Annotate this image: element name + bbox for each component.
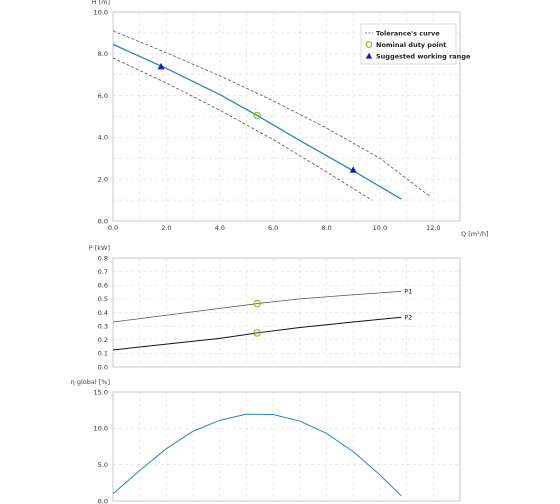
chart1-x-tick-label: 12.0: [426, 224, 440, 232]
chart1-y-tick-label: 10.0: [94, 8, 108, 16]
chart1-series-tolerance-2: [112, 57, 373, 201]
chart1-x-axis-label: Q [m³/h]: [461, 230, 489, 238]
chart3-plot-frame: [112, 391, 461, 502]
chart2-plot-frame: [112, 257, 461, 368]
chart2-y-tick-label: 0.2: [98, 336, 108, 344]
chart1-plot-frame: [112, 11, 461, 222]
chart1-y-tick-label: 8.0: [98, 50, 108, 58]
chart1-series-tolerance-1: [112, 30, 431, 198]
chart1-working-range-marker: [157, 62, 165, 70]
chart1-y-tick-label: 4.0: [98, 134, 108, 142]
chart2-series-p1-0: [112, 290, 402, 323]
chart2-y-tick-label: 0.5: [98, 295, 108, 303]
chart1-duty-point-marker: [253, 111, 261, 120]
chart2-duty-point-marker: [253, 299, 261, 308]
chart1-x-tick-label: 0.0: [108, 224, 118, 232]
chart2-y-tick-label: 0.6: [98, 282, 108, 290]
chart2-y-tick-label: 0.0: [98, 363, 108, 371]
chart3-series-line-0: [112, 413, 402, 497]
chart1-x-tick-label: 8.0: [321, 224, 331, 232]
chart3-y-axis-label: η global [%]: [71, 378, 110, 386]
chart1-x-tick-label: 4.0: [215, 224, 225, 232]
chart2-y-tick-label: 0.8: [98, 254, 108, 262]
chart3-y-tick-label: 15.0: [94, 388, 108, 396]
chart2-series-label-p1: P1: [404, 288, 412, 296]
chart1-y-tick-label: 6.0: [98, 92, 108, 100]
chart2-y-tick-label: 0.1: [98, 350, 108, 358]
chart2-duty-point-marker: [253, 329, 261, 337]
chart3-y-tick-label: 10.0: [94, 425, 108, 433]
chart1-x-tick-label: 2.0: [161, 224, 171, 232]
chart3-y-tick-label: 5.0: [98, 461, 108, 469]
legend-label-tolerance: Tolerance's curve: [376, 29, 440, 37]
legend-working-range-swatch: [365, 52, 373, 59]
chart2-series-label-p2: P2: [404, 314, 412, 322]
legend-label-working-range: Suggested working range: [376, 52, 471, 60]
chart3-y-tick-label: 0.0: [98, 497, 108, 504]
chart1-y-axis-label: H [m]: [92, 0, 110, 6]
legend-label-duty-point: Nominal duty point: [376, 41, 446, 49]
legend-duty-point-swatch: [365, 41, 373, 48]
chart1-series-curve-0: [112, 43, 402, 200]
chart1-x-tick-label: 6.0: [268, 224, 278, 232]
chart1-y-tick-label: 2.0: [98, 176, 108, 184]
chart1-y-tick-label: 0.0: [98, 217, 108, 225]
chart2-series-p2-1: [112, 316, 402, 351]
chart2-y-tick-label: 0.4: [98, 309, 108, 317]
legend-box: [360, 23, 457, 65]
chart2-y-axis-label: P [kW]: [89, 244, 110, 252]
chart1-x-tick-label: 10.0: [373, 224, 387, 232]
chart2-y-tick-label: 0.3: [98, 322, 108, 330]
chart1-working-range-marker: [349, 166, 357, 173]
chart2-y-tick-label: 0.7: [98, 268, 108, 276]
